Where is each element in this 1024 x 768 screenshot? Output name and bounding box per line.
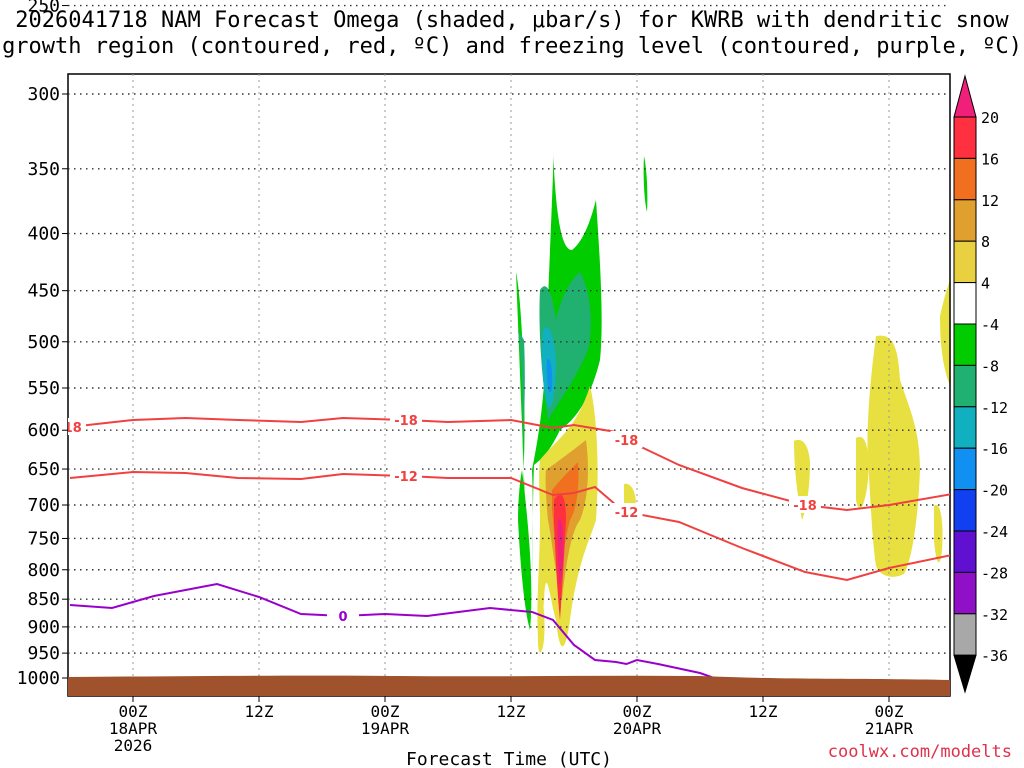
pressure-tick-label: 600 [27, 420, 60, 441]
omega-descent-yellow-right [867, 280, 950, 577]
colorbar-level-label: -12 [981, 399, 1008, 417]
time-tick-label: 12Z [497, 702, 526, 721]
time-tick-label: 00Z [371, 702, 400, 721]
omega-descent-yellow-small4 [934, 504, 943, 563]
plot-frame-border [67, 73, 951, 697]
pressure-tick-label: 650 [27, 459, 60, 480]
colorbar-bottom-arrow [953, 654, 977, 694]
contour-line [69, 416, 950, 512]
credit-text: coolwx.com/modelts [827, 742, 1012, 762]
pressure-tick-label: 700 [27, 495, 60, 516]
time-tick-label: 18APR [109, 719, 158, 738]
colorbar-level-label: -20 [981, 482, 1008, 500]
pressure-tick-label: 350 [27, 159, 60, 180]
omega-descent-magenta [557, 519, 564, 584]
pressure-tick-label: 300 [27, 84, 60, 105]
colorbar-swatch [953, 489, 977, 532]
colorbar-swatch [953, 116, 977, 159]
contour-label-bg [789, 496, 821, 513]
time-tick-label: 12Z [749, 702, 778, 721]
colorbar-level-label: 20 [981, 109, 999, 127]
colorbar-swatch [953, 613, 977, 656]
pressure-tick-label: 750 [27, 528, 60, 549]
pressure-tick-label: 1000 [17, 668, 60, 689]
omega-descent-yellow-left [856, 436, 869, 509]
contour-label: 0 [338, 610, 347, 625]
contour-label-bg [390, 411, 422, 428]
contour-label: -18 [615, 434, 639, 449]
colorbar-level-label: -16 [981, 440, 1008, 458]
colorbar-level-label: 4 [981, 275, 990, 293]
contour-label-bg [610, 431, 643, 448]
pressure-gridlines [68, 4, 950, 654]
pressure-tick-label: 850 [27, 589, 60, 610]
time-tick-label: 20APR [613, 719, 662, 738]
colorbar-swatch [953, 323, 977, 366]
omega-ascent-blue [546, 359, 553, 393]
pressure-tick-label: 250 [27, 0, 60, 17]
time-tick-label: 2026 [114, 736, 153, 755]
colorbar-level-label: 16 [981, 150, 999, 168]
omega-colorbar: 20 16 12 8 4 -4 -8 -12 -16 -20 -24 -28 -32 -36 [953, 74, 1008, 694]
pressure-tick-label: 800 [27, 560, 60, 581]
contour-label-bg [68, 418, 86, 435]
pressure-tick-label: 450 [27, 281, 60, 302]
time-tick-label: 19APR [361, 719, 410, 738]
pressure-tick-label: 950 [27, 643, 60, 664]
contour-label: -18 [58, 421, 82, 436]
contour-line [69, 470, 950, 582]
colorbar-swatch [953, 240, 977, 284]
ground-surface-fill [68, 675, 950, 696]
colorbar-level-label: 12 [981, 192, 999, 210]
time-gridlines [132, 74, 890, 696]
colorbar-top-arrow [953, 74, 977, 118]
colorbar-swatch [953, 406, 977, 449]
time-tick-label: 00Z [623, 702, 652, 721]
colorbar-level-label: 8 [981, 233, 990, 251]
x-axis-label: Forecast Time (UTC) [406, 749, 612, 768]
time-tick-label: 00Z [119, 702, 148, 721]
colorbar-swatch [953, 364, 977, 408]
ground-surface [68, 675, 950, 696]
pressure-tick-label: 400 [27, 224, 60, 245]
colorbar-swatch [953, 282, 977, 325]
pressure-tick-label: 550 [27, 378, 60, 399]
omega-shading [516, 150, 950, 653]
colorbar-swatch [953, 447, 977, 491]
contour-label: -12 [615, 506, 639, 521]
colorbar-swatch [953, 571, 977, 615]
colorbar-swatch [953, 199, 977, 242]
contour-label-bg [390, 467, 422, 484]
colorbar-level-label: -28 [981, 564, 1008, 582]
pressure-axis: 250 300 350 400 450 500 550 600 650 700 750 800 850 9… [17, 0, 68, 689]
omega-ascent-green-lower [518, 470, 532, 630]
contour-label-bg [327, 607, 359, 624]
contour-label: -12 [394, 470, 418, 485]
colorbar-level-label: -36 [981, 647, 1008, 665]
chart-title-line1: 2026041718 NAM Forecast Omega (shaded, μ… [15, 8, 1009, 33]
contour-label-bg [610, 503, 643, 520]
contour-line [69, 582, 766, 696]
omega-ascent-green-small [643, 156, 648, 212]
plot-area [67, 73, 951, 697]
time-tick-label: 12Z [245, 702, 274, 721]
colorbar-level-label: -4 [981, 316, 999, 334]
contour-label: -18 [394, 414, 418, 429]
time-tick-label: 21APR [865, 719, 914, 738]
colorbar-swatch [953, 157, 977, 201]
colorbar-swatch [953, 530, 977, 573]
colorbar-level-label: -24 [981, 523, 1008, 541]
pressure-tick-label: 500 [27, 332, 60, 353]
colorbar-level-label: -32 [981, 606, 1008, 624]
contour-label: -18 [793, 499, 817, 514]
colorbar-level-label: -8 [981, 357, 999, 375]
pressure-tick-label: 900 [27, 617, 60, 638]
time-tick-label: 00Z [875, 702, 904, 721]
chart-title-line2: growth region (contoured, red, ºC) and f… [2, 34, 1022, 59]
omega-descent-yellow-small3 [538, 598, 545, 653]
